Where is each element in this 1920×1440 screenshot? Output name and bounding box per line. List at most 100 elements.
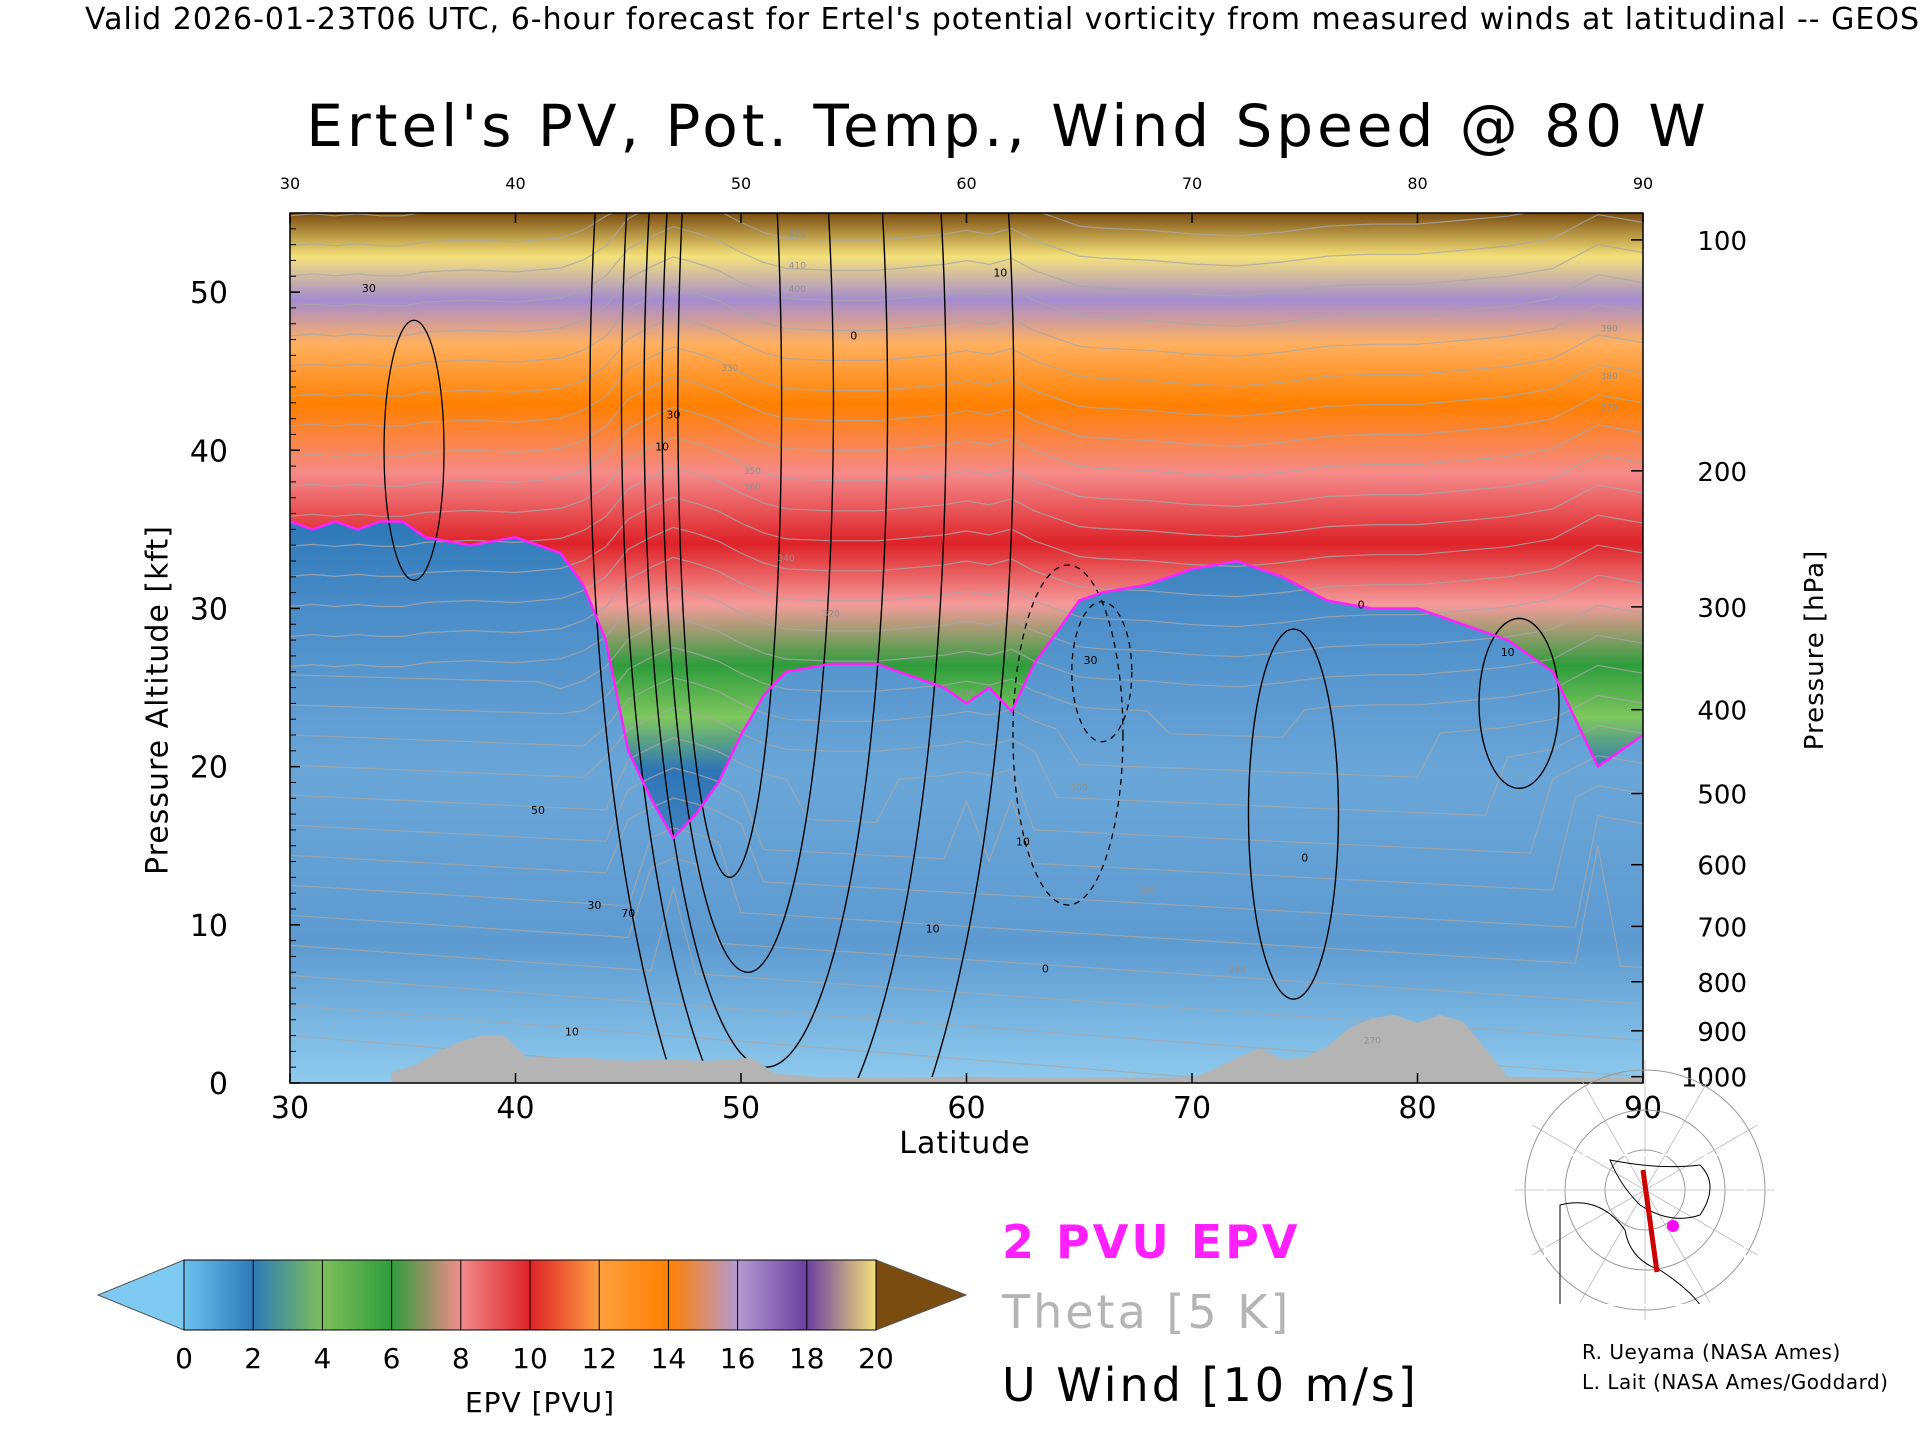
theta-line: [290, 707, 1643, 817]
map-meridian: [1644, 1077, 1711, 1191]
pressure-tick-label: 800: [1697, 969, 1747, 999]
map-meridian: [1579, 1077, 1646, 1191]
x-top-tick-label: 30: [280, 174, 300, 193]
colorbar-tick-label: 4: [313, 1342, 331, 1375]
theta-line: [290, 586, 1643, 668]
y-tick-label: 30: [190, 592, 228, 627]
colorbar-segment: [460, 1260, 531, 1330]
map-meridian: [1579, 1189, 1646, 1303]
theta-line: [290, 496, 1643, 578]
map-meridian: [1644, 1189, 1711, 1303]
colorbar-tick-label: 10: [512, 1342, 548, 1375]
theta-line: [290, 346, 1643, 427]
valid-time-header: Valid 2026-01-23T06 UTC, 6-hour forecast…: [84, 2, 1920, 37]
wind-contour-label: 70: [621, 907, 635, 920]
colorbar-tick-label: 8: [452, 1342, 470, 1375]
wind-contour-label: 0: [1042, 962, 1049, 975]
y-tick-label: 0: [209, 1067, 228, 1102]
legend-epv: 2 PVU EPV: [1002, 1215, 1301, 1269]
y-tick-label: 10: [190, 909, 228, 944]
theta-contour-label: 380: [1601, 372, 1618, 382]
x-tick-label: 40: [496, 1091, 534, 1126]
y-axis-label: Pressure Altitude [kft]: [140, 525, 176, 875]
theta-line: [290, 436, 1643, 517]
coastline: [1559, 1202, 1701, 1306]
colorbar-segment: [599, 1260, 669, 1330]
colorbar: 0 2 4 6 8 10 12 14 16 18 20: [96, 1259, 968, 1375]
theta-contour-label: 300: [1071, 783, 1088, 793]
theta-contour-label: 290: [1138, 886, 1155, 896]
wind-line: [1071, 601, 1133, 743]
theta-line: [290, 213, 1643, 277]
theta-line: [290, 526, 1643, 608]
credit-line: R. Ueyama (NASA Ames): [1582, 1340, 1841, 1364]
colorbar-tick-label: 6: [383, 1342, 401, 1375]
wind-contour-label: 30: [587, 899, 601, 912]
pressure-tick-label: 600: [1697, 852, 1747, 882]
x-top-tick-label: 50: [731, 174, 751, 193]
wind-line: [1247, 628, 1340, 1000]
theta-contour-label: 370: [1601, 404, 1618, 414]
theta-contour-label: 310: [958, 688, 975, 698]
x-tick-label: 30: [271, 1091, 309, 1126]
wind-line: [1012, 564, 1124, 906]
colorbar-tick-label: 14: [651, 1342, 687, 1375]
x-tick-label: 60: [947, 1091, 985, 1126]
pressure-tick-label: 100: [1697, 227, 1747, 257]
x-top-tick-label: 60: [956, 174, 976, 193]
colorbar-tick-label: 16: [720, 1342, 756, 1375]
y-tick-label: 50: [190, 276, 228, 311]
theta-contour-label: 280: [1229, 965, 1246, 975]
theta-line: [290, 406, 1643, 487]
colorbar-segment: [253, 1260, 323, 1330]
terrain: [391, 1014, 1643, 1083]
colorbar-segment: [737, 1260, 808, 1330]
wind-contour-label: 30: [362, 282, 376, 295]
pressure-tick-label: 700: [1697, 913, 1747, 943]
theta-contour-label: 390: [1601, 325, 1618, 335]
section-line: [1640, 1169, 1660, 1273]
x-top-tick-label: 40: [505, 174, 525, 193]
colorbar-over-arrow: [875, 1259, 968, 1331]
theta-line: [290, 226, 1643, 307]
colorbar-segment: [530, 1260, 600, 1330]
pressure-tick-label: 500: [1697, 781, 1747, 811]
coastline: [1609, 1159, 1711, 1219]
map-meridian: [1644, 1189, 1758, 1256]
two-pvu-contour: [290, 520, 1643, 840]
colorbar-tick-label: 18: [789, 1342, 825, 1375]
pressure-tick-label: 900: [1697, 1018, 1747, 1048]
wind-line: [589, 213, 1015, 1083]
theta-contour-label: 400: [789, 285, 806, 295]
wind-contour-label: 0: [850, 330, 857, 343]
map-meridian: [1532, 1189, 1646, 1256]
legend-wind: U Wind [10 m/s]: [1002, 1358, 1419, 1412]
pressure-axis-label: Pressure [hPa]: [1800, 549, 1830, 751]
theta-line: [290, 797, 1643, 928]
theta-line: [290, 256, 1643, 337]
theta-contour-label: 420: [789, 230, 806, 240]
pressure-tick-label: 1000: [1681, 1064, 1747, 1094]
wind-contour-label: 10: [1501, 646, 1515, 659]
theta-line: [290, 616, 1643, 690]
x-top-tick-label: 80: [1407, 174, 1427, 193]
theta-line: [290, 556, 1643, 638]
y-tick-label: 40: [190, 434, 228, 469]
colorbar-segment: [668, 1260, 739, 1330]
map-frame: [1544, 1154, 1746, 1306]
wind-line: [383, 319, 445, 581]
wind-contour-label: 30: [666, 409, 680, 422]
wind-contour-label: 10: [655, 440, 669, 453]
colorbar-tick-label: 2: [244, 1342, 262, 1375]
theta-line: [290, 316, 1643, 397]
theta-contour-label: 350: [744, 467, 761, 477]
colorbar-label: EPV [PVU]: [464, 1386, 615, 1419]
wind-contour-label: 30: [1084, 654, 1098, 667]
theta-line: [290, 857, 1643, 1005]
theta-contour-label: 360: [744, 483, 761, 493]
map-meridian: [1532, 1124, 1646, 1191]
x-tick-label: 50: [722, 1091, 760, 1126]
location-dot: [1667, 1220, 1679, 1232]
theta-contour-label: 410: [789, 261, 806, 271]
